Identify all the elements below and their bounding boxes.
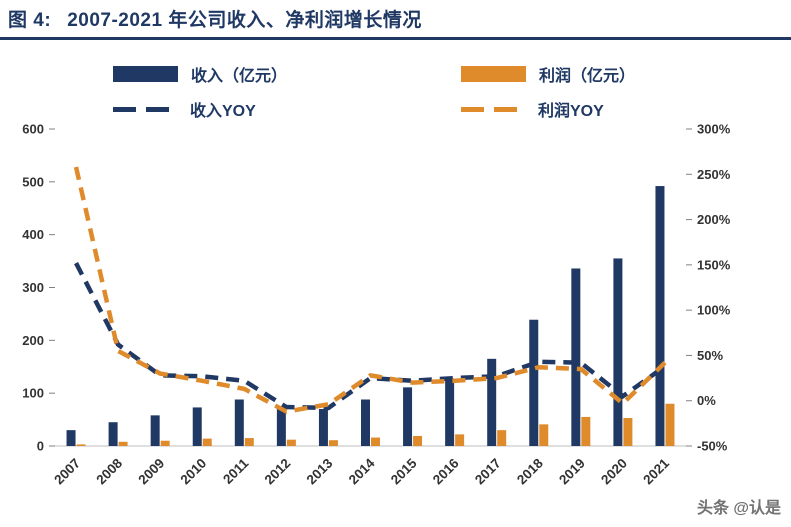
svg-text:0%: 0% xyxy=(697,393,716,408)
svg-text:2009: 2009 xyxy=(135,456,167,488)
svg-text:150%: 150% xyxy=(697,257,731,272)
legend-item-2: 收入YOY xyxy=(113,99,461,120)
svg-text:2020: 2020 xyxy=(598,456,630,488)
legend-dash-swatch xyxy=(461,106,525,112)
svg-text:300%: 300% xyxy=(697,122,731,137)
svg-text:2011: 2011 xyxy=(220,455,252,487)
svg-text:100: 100 xyxy=(22,386,44,401)
legend-dash-swatch xyxy=(113,106,177,112)
figure-label: 图 4: xyxy=(8,10,52,31)
svg-text:50%: 50% xyxy=(697,348,723,363)
legend-item-3: 利润YOY xyxy=(461,99,791,120)
svg-text:-50%: -50% xyxy=(697,439,728,454)
svg-text:2016: 2016 xyxy=(430,455,462,487)
legend-bar-swatch xyxy=(113,66,178,82)
chart-legend: 收入（亿元） 利润（亿元） 收入YOY 利润YOY xyxy=(0,64,791,120)
svg-text:2015: 2015 xyxy=(388,455,420,487)
svg-text:400: 400 xyxy=(22,227,44,242)
svg-text:2008: 2008 xyxy=(93,455,125,487)
svg-text:600: 600 xyxy=(22,122,44,137)
legend-item-0: 收入（亿元） xyxy=(113,64,461,85)
svg-text:2019: 2019 xyxy=(556,456,588,488)
svg-text:2021: 2021 xyxy=(640,455,672,487)
svg-text:2007: 2007 xyxy=(51,456,83,488)
svg-text:2013: 2013 xyxy=(304,455,336,487)
svg-text:500: 500 xyxy=(22,174,44,189)
title-underline xyxy=(0,37,791,40)
legend-label: 利润（亿元） xyxy=(539,68,636,85)
svg-text:100%: 100% xyxy=(697,303,731,318)
chart-svg: 0 100 200 300 400 500 600 -50% 0% 50% 100% 150% 200%… xyxy=(22,122,731,488)
watermark: 头条 @认是 xyxy=(696,500,781,517)
legend-label: 利润YOY xyxy=(538,103,604,120)
figure-header: 图 4: 2007-2021 年公司收入、净利润增长情况 xyxy=(0,0,791,32)
svg-text:2014: 2014 xyxy=(346,455,378,487)
legend-bar-swatch xyxy=(461,66,526,82)
svg-text:300: 300 xyxy=(22,280,44,295)
figure-title: 2007-2021 年公司收入、净利润增长情况 xyxy=(67,10,422,31)
legend-label: 收入（亿元） xyxy=(191,68,288,85)
svg-text:200: 200 xyxy=(22,333,44,348)
svg-text:200%: 200% xyxy=(697,212,731,227)
legend-item-1: 利润（亿元） xyxy=(461,64,791,85)
svg-text:2010: 2010 xyxy=(178,456,210,488)
legend-label: 收入YOY xyxy=(190,103,256,120)
svg-text:2012: 2012 xyxy=(262,456,294,488)
svg-text:2018: 2018 xyxy=(514,455,546,487)
svg-text:0: 0 xyxy=(37,439,44,454)
svg-text:2017: 2017 xyxy=(472,456,504,488)
chart-area: 0 100 200 300 400 500 600 -50% 0% 50% 100% 150% 200%… xyxy=(0,121,791,527)
svg-text:250%: 250% xyxy=(697,167,731,182)
